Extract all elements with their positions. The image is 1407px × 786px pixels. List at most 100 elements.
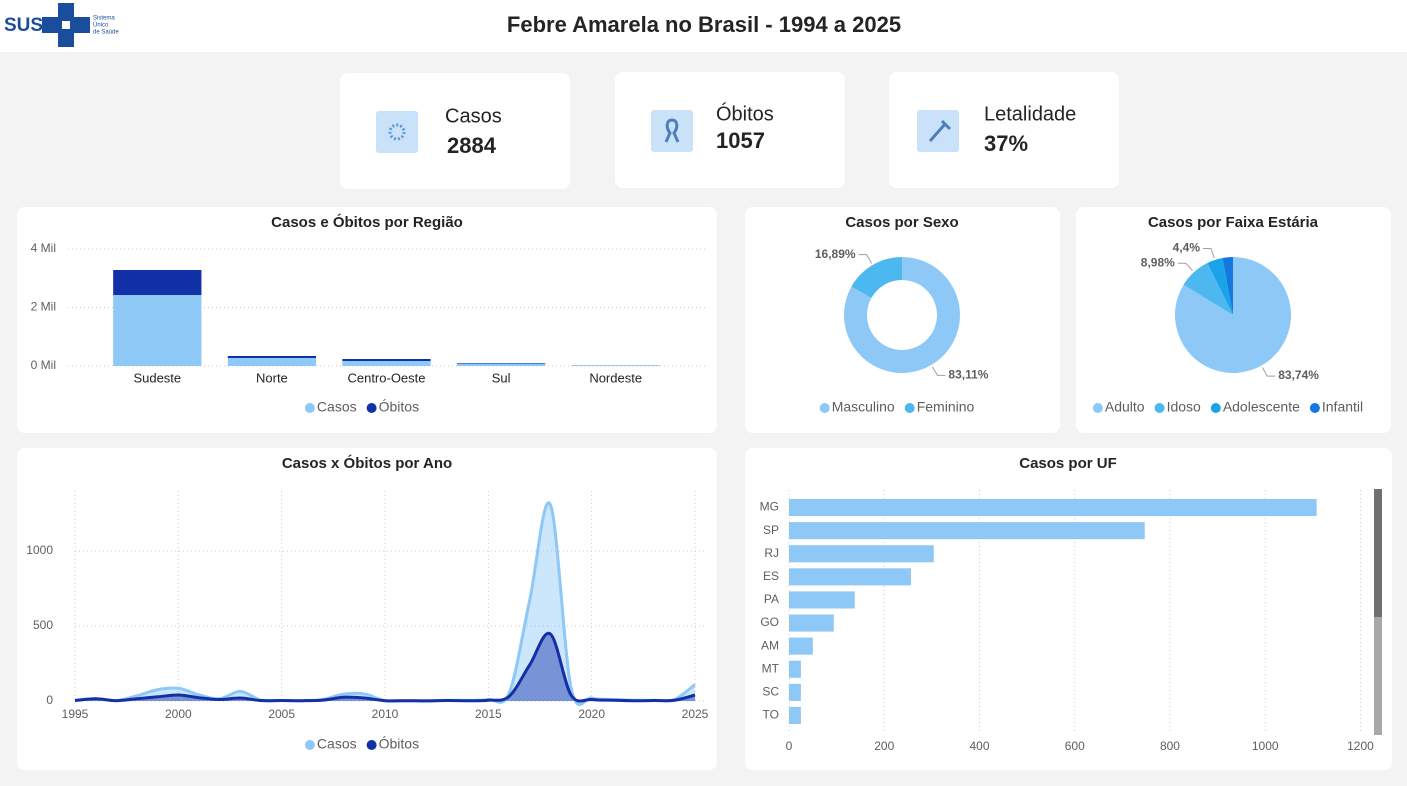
legend-label: Óbitos [379, 736, 419, 752]
bar-segment [456, 363, 546, 366]
bar-segment [342, 360, 431, 366]
header-bar [0, 0, 1407, 52]
legend: Casos Óbitos [304, 399, 419, 415]
bar [789, 614, 834, 632]
data-label: 83,74% [1278, 368, 1319, 382]
legend-marker [1154, 403, 1165, 413]
kpi-icon [376, 111, 418, 153]
kpi-icon-ribbon [664, 118, 680, 143]
bar [789, 568, 911, 586]
kpi-label: Casos [445, 105, 502, 127]
bar [789, 706, 801, 724]
kpi-icon [651, 110, 693, 152]
legend-label: Casos [317, 736, 357, 752]
legend-marker [1210, 403, 1221, 413]
area-fill [75, 633, 695, 702]
y-tick-label: SP [763, 523, 779, 537]
bar [789, 545, 934, 563]
logo-text: SUS [4, 15, 43, 36]
bar [789, 660, 801, 678]
data-label: 8,98% [1141, 255, 1175, 269]
bar [789, 522, 1145, 540]
legend-marker [366, 403, 377, 413]
chart-panel [17, 448, 717, 770]
x-tick-label: Sudeste [133, 370, 181, 385]
x-tick-label: 2010 [372, 707, 399, 721]
bar-segment [571, 365, 660, 366]
y-tick-label: RJ [764, 546, 779, 560]
y-tick-label: 500 [33, 618, 53, 632]
chart-title: Casos por UF [1019, 455, 1117, 472]
legend: Adulto Idoso Adolescente Infantil [1092, 399, 1363, 415]
bar [789, 499, 1317, 517]
legend-label: Adolescente [1223, 399, 1300, 415]
chart-title: Casos x Óbitos por Ano [282, 454, 452, 472]
legend-label: Infantil [1322, 399, 1363, 415]
kpi-card [615, 72, 845, 188]
y-tick-label: PA [764, 592, 779, 606]
legend-marker [904, 403, 915, 413]
scrollbar-thumb[interactable] [1374, 489, 1382, 617]
kpi-value: 2884 [447, 133, 497, 158]
legend-label: Adulto [1105, 399, 1145, 415]
line [74, 631, 696, 703]
leader-line [858, 254, 873, 264]
leader-line [1177, 262, 1193, 272]
x-tick-label: 400 [969, 739, 989, 753]
bar-segment [113, 270, 202, 296]
kpi-icon-syringe [928, 119, 952, 142]
data-label: 83,11% [948, 368, 988, 382]
y-tick-label: 0 Mil [31, 358, 56, 372]
x-tick-label: 2015 [475, 707, 502, 721]
page-title: Febre Amarela no Brasil - 1994 a 2025 [507, 12, 901, 37]
x-tick-label: Sul [492, 370, 511, 385]
legend-label: Feminino [917, 399, 975, 415]
y-tick-label: GO [760, 615, 779, 629]
pie-slice [1207, 257, 1233, 315]
y-tick-label: 1000 [26, 543, 53, 557]
chart-title: Casos por Sexo [845, 214, 958, 231]
kpi-card [340, 73, 570, 189]
area-fill [75, 502, 695, 705]
x-tick-label: 1000 [1252, 739, 1279, 753]
bar-segment [227, 357, 317, 366]
x-tick-label: 2025 [682, 707, 709, 721]
x-tick-label: Norte [256, 370, 288, 385]
bar-segment [113, 295, 202, 366]
chart-title: Casos e Óbitos por Região [271, 213, 463, 231]
legend-marker [1309, 403, 1320, 413]
y-tick-label: 2 Mil [31, 300, 56, 314]
logo-sub: de Saúde [93, 30, 119, 36]
y-tick-label: SC [762, 685, 779, 699]
y-tick-label: ES [763, 569, 779, 583]
legend-marker [1092, 403, 1103, 413]
x-tick-label: 0 [786, 739, 793, 753]
pie-slice [1222, 257, 1233, 315]
data-label: 4,4% [1173, 241, 1201, 255]
data-label: 16,89% [815, 247, 856, 261]
y-tick-label: MG [760, 500, 779, 514]
bar-segment [456, 363, 546, 364]
y-tick-label: MT [762, 661, 780, 675]
leader-line [1203, 248, 1215, 259]
kpi-label: Letalidade [984, 103, 1076, 125]
legend-marker [304, 403, 315, 413]
pie-slice [843, 257, 960, 373]
chart-panel [17, 207, 717, 433]
logo-sub: Único [93, 22, 109, 29]
x-tick-label: 1200 [1347, 739, 1374, 753]
x-tick-label: 2005 [268, 707, 295, 721]
bar [789, 683, 801, 701]
x-tick-label: 600 [1065, 739, 1085, 753]
y-tick-label: AM [761, 638, 779, 652]
pie-slice [851, 257, 902, 298]
y-tick-label: TO [763, 708, 779, 722]
legend-label: Óbitos [379, 399, 419, 415]
legend: Masculino Feminino [819, 399, 975, 415]
legend-label: Idoso [1167, 399, 1201, 415]
leader-line [1261, 367, 1276, 377]
x-tick-label: 1995 [62, 707, 89, 721]
chart-title: Casos por Faixa Estária [1148, 214, 1319, 231]
kpi-value: 37% [984, 131, 1028, 156]
